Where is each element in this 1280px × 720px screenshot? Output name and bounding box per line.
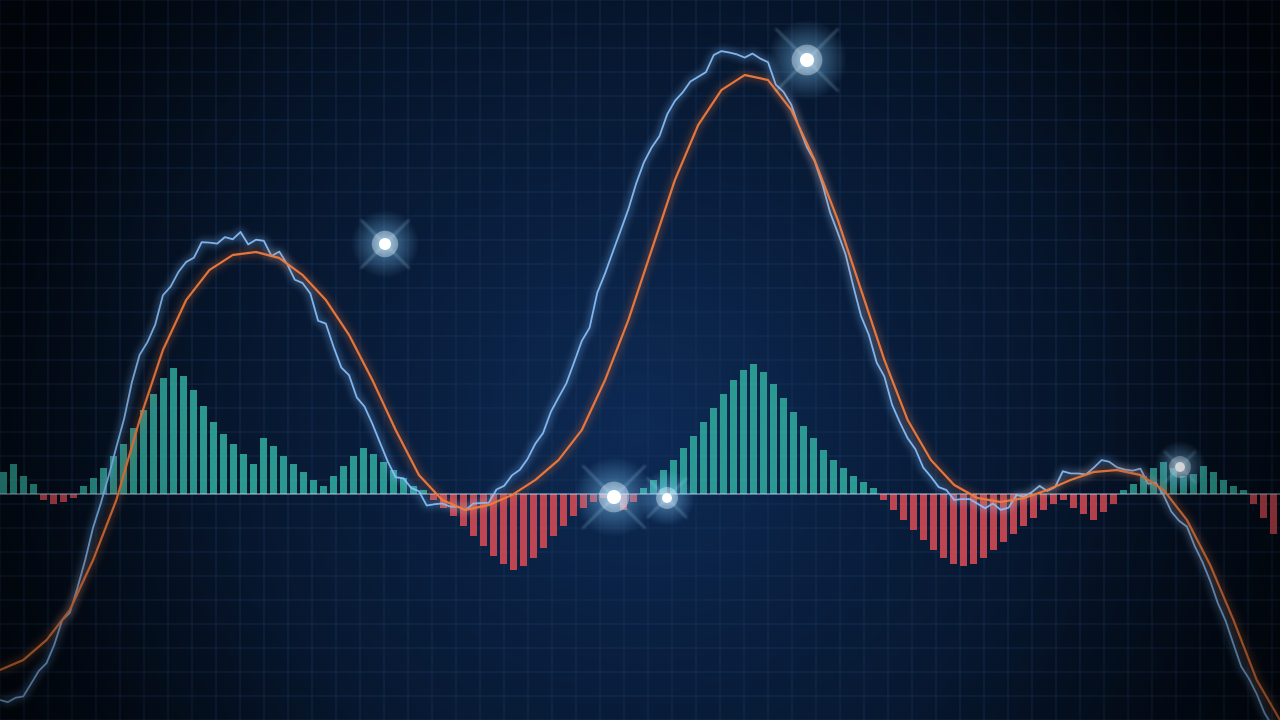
chart-svg [0,0,1280,720]
vignette [0,0,1280,720]
macd-chart [0,0,1280,720]
